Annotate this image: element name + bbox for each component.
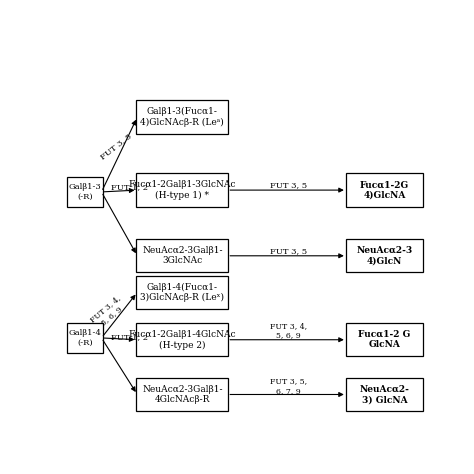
Text: FUT 1, 2: FUT 1, 2 (110, 333, 147, 341)
Text: Galβ1-3
(-R): Galβ1-3 (-R) (69, 183, 101, 201)
Text: FUT 3, 4,
5, 6, 9: FUT 3, 4, 5, 6, 9 (270, 322, 308, 339)
Text: Galβ1-3(Fucα1-
4)GlcNAcβ-R (Leᵃ): Galβ1-3(Fucα1- 4)GlcNAcβ-R (Leᵃ) (140, 107, 224, 127)
Text: NeuAcα2-3Galβ1-
3GlcNAc: NeuAcα2-3Galβ1- 3GlcNAc (142, 246, 223, 265)
FancyBboxPatch shape (136, 323, 228, 356)
FancyBboxPatch shape (67, 177, 102, 207)
Text: FUT 3, 5,
6, 7, 9: FUT 3, 5, 6, 7, 9 (270, 377, 308, 395)
FancyBboxPatch shape (346, 239, 423, 273)
FancyBboxPatch shape (67, 323, 102, 353)
FancyBboxPatch shape (346, 173, 423, 207)
FancyBboxPatch shape (136, 239, 228, 273)
Text: Galβ1-4
(-R): Galβ1-4 (-R) (69, 329, 101, 346)
Text: Fucα1-2G
4)GlcNA: Fucα1-2G 4)GlcNA (360, 181, 409, 200)
Text: Galβ1-4(Fucα1-
3)GlcNAcβ-R (Leˣ): Galβ1-4(Fucα1- 3)GlcNAcβ-R (Leˣ) (140, 283, 224, 302)
Text: NeuAcα2-
3) GlcNA: NeuAcα2- 3) GlcNA (359, 385, 409, 404)
FancyBboxPatch shape (346, 323, 423, 356)
Text: FUT 3, 5: FUT 3, 5 (270, 247, 308, 255)
FancyBboxPatch shape (346, 378, 423, 411)
Text: Fucα1-2 G
GlcNA: Fucα1-2 G GlcNA (358, 330, 410, 349)
Text: Fucα1-2Galβ1-3GlcNAc
(H-type 1) *: Fucα1-2Galβ1-3GlcNAc (H-type 1) * (128, 180, 236, 200)
FancyBboxPatch shape (136, 276, 228, 309)
Text: NeuAcα2-3
4)GlcN: NeuAcα2-3 4)GlcN (356, 246, 412, 265)
Text: Fucα1-2Galβ1-4GlcNAc
(H-type 2): Fucα1-2Galβ1-4GlcNAc (H-type 2) (128, 330, 236, 349)
Text: FUT 3, 5: FUT 3, 5 (270, 182, 308, 189)
FancyBboxPatch shape (136, 378, 228, 411)
Text: FUT 3, 4,
5, 6, 9: FUT 3, 4, 5, 6, 9 (89, 294, 128, 331)
FancyBboxPatch shape (136, 173, 228, 207)
Text: FUT 1, 2: FUT 1, 2 (110, 183, 147, 191)
Text: FUT 3, 5: FUT 3, 5 (99, 132, 133, 161)
Text: NeuAcα2-3Galβ1-
4GlcNAcβ-R: NeuAcα2-3Galβ1- 4GlcNAcβ-R (142, 385, 223, 404)
FancyBboxPatch shape (136, 100, 228, 134)
